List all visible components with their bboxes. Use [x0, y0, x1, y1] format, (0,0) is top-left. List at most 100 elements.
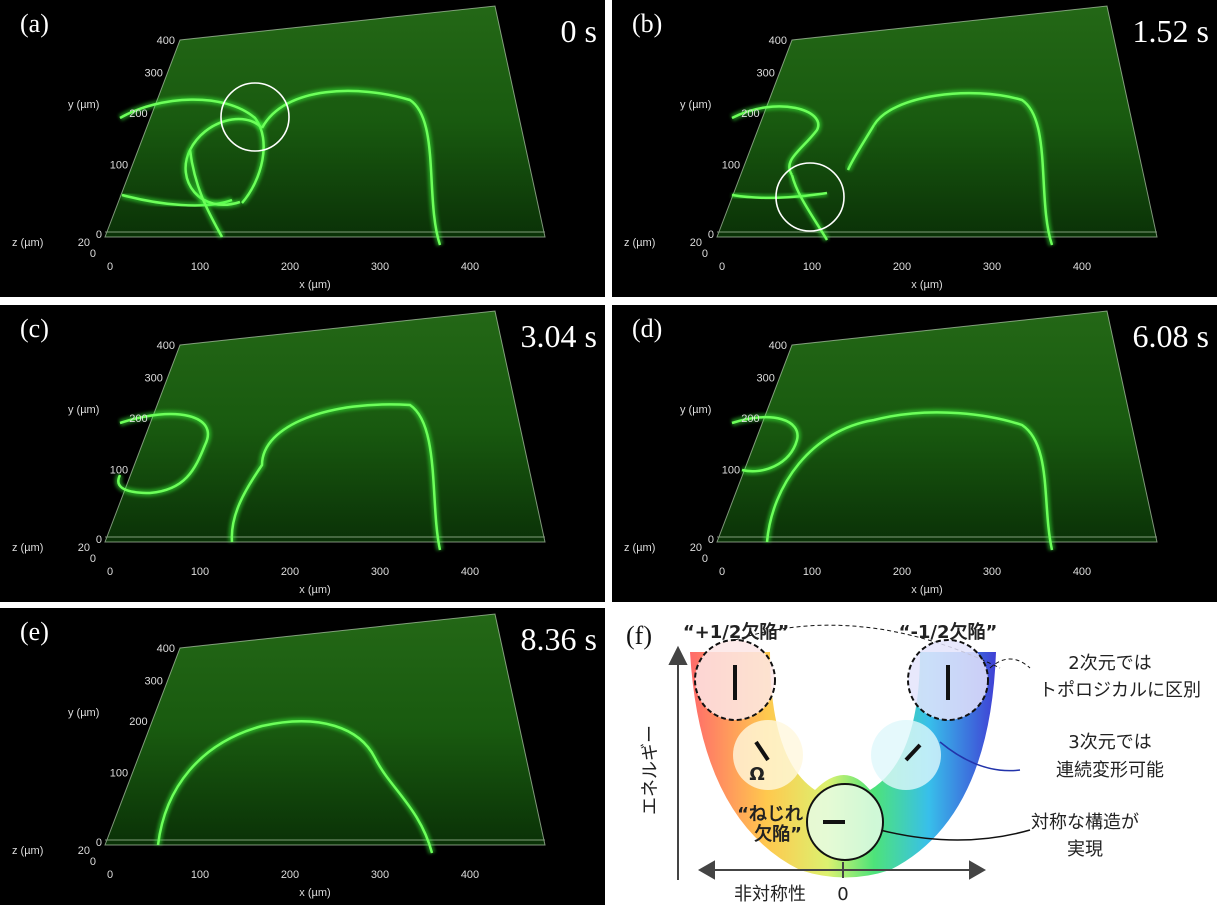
y-tick-label: 400: [157, 340, 175, 352]
time-label: 0 s: [561, 13, 597, 49]
x-tick-label: 400: [461, 261, 479, 273]
diagram: (f) “+1/2欠陥” “-1/2欠陥” 2次元では トポロジカルに区別 3次…: [626, 621, 1201, 905]
note: 対称な構造が: [1031, 812, 1139, 833]
defect-label: “ねじれ: [737, 804, 803, 825]
x-tick-label: 400: [1073, 566, 1091, 578]
y-tick-label: 300: [756, 372, 774, 384]
y-tick-label: 200: [129, 413, 147, 425]
omega: Ω: [749, 764, 764, 785]
link-dashed: [990, 659, 1030, 668]
x-tick-label: 200: [281, 869, 299, 881]
y-tick-label: 0: [96, 837, 102, 849]
y-tick-label: 200: [129, 108, 147, 120]
defect-label: “-1/2欠陥”: [899, 621, 998, 643]
y-tick-label: 200: [741, 108, 759, 120]
x-tick-label: 100: [191, 261, 209, 273]
x-tick-label: 100: [191, 566, 209, 578]
note: 実現: [1067, 839, 1103, 860]
x-tick-label: 300: [371, 566, 389, 578]
x-tick-label: 0: [719, 566, 725, 578]
z-tick-label: 0: [702, 248, 708, 260]
x-tick-label: 0: [107, 261, 113, 273]
z-tick-label: 20: [78, 237, 90, 249]
x-axis-label: x (µm): [299, 279, 330, 291]
time-label: 6.08 s: [1133, 318, 1209, 354]
note: トポロジカルに区別: [1039, 680, 1201, 701]
x-axis-label: x (µm): [911, 279, 942, 291]
time-label: 8.36 s: [521, 621, 597, 657]
x-tick-label: 400: [461, 566, 479, 578]
y-axis-label: y (µm): [68, 99, 99, 111]
y-axis-label: y (µm): [68, 707, 99, 719]
x-tick-label: 300: [371, 869, 389, 881]
x-tick-label: 300: [983, 261, 1001, 273]
figure: 40030020010002000100200300400y (µm)z (µm…: [0, 0, 1229, 909]
x-tick-label: 400: [461, 869, 479, 881]
panel-label: (d): [632, 314, 662, 343]
panel-label: (a): [20, 9, 49, 38]
x-tick-label: 0: [107, 566, 113, 578]
y-tick-label: 300: [144, 67, 162, 79]
y-tick-label: 100: [110, 768, 128, 780]
y-tick-label: 100: [110, 160, 128, 172]
y-tick-label: 400: [157, 35, 175, 47]
defect-circle: [733, 720, 803, 790]
panel-label: (f): [626, 621, 652, 650]
micrograph-panel: 40030020010002000100200300400y (µm)z (µm…: [0, 0, 605, 297]
x-tick-label: 100: [803, 566, 821, 578]
x-axis-label: x (µm): [299, 887, 330, 899]
x-tick-label: 200: [893, 261, 911, 273]
z-axis-label: z (µm): [12, 845, 43, 857]
y-tick-label: 300: [144, 675, 162, 687]
x-tick-label: 200: [281, 261, 299, 273]
z-axis-label: z (µm): [12, 237, 43, 249]
z-tick-label: 0: [90, 553, 96, 565]
y-tick-label: 100: [722, 160, 740, 172]
y-tick-label: 300: [756, 67, 774, 79]
y-tick-label: 400: [769, 35, 787, 47]
y-axis-label: y (µm): [680, 404, 711, 416]
z-tick-label: 20: [690, 542, 702, 554]
x-tick-label: 100: [191, 869, 209, 881]
defect-circle: [871, 720, 941, 790]
y-tick-label: 200: [741, 413, 759, 425]
y-tick-label: 0: [96, 229, 102, 241]
x-tick-label: 300: [983, 566, 1001, 578]
x-tick-label: 0: [107, 869, 113, 881]
panel-label: (e): [20, 617, 49, 646]
panel-label: (b): [632, 9, 662, 38]
note: 3次元では: [1068, 732, 1151, 753]
z-tick-label: 0: [702, 553, 708, 565]
z-axis-label: z (µm): [624, 542, 655, 554]
x-origin: 0: [837, 884, 848, 905]
y-tick-label: 300: [144, 372, 162, 384]
z-axis-label: z (µm): [12, 542, 43, 554]
panel-label: (c): [20, 314, 49, 343]
x-axis-label: x (µm): [299, 584, 330, 596]
x-tick-label: 200: [893, 566, 911, 578]
y-axis-label: y (µm): [680, 99, 711, 111]
y-tick-label: 400: [157, 643, 175, 655]
z-tick-label: 20: [78, 845, 90, 857]
z-tick-label: 20: [78, 542, 90, 554]
y-tick-label: 0: [708, 534, 714, 546]
y-tick-label: 0: [96, 534, 102, 546]
micrograph-panel: 40030020010002000100200300400y (µm)z (µm…: [612, 0, 1217, 297]
x-tick-label: 400: [1073, 261, 1091, 273]
note: 連続変形可能: [1056, 760, 1164, 781]
y-tick-label: 100: [110, 465, 128, 477]
note: 2次元では: [1068, 653, 1151, 674]
time-label: 3.04 s: [521, 318, 597, 354]
time-label: 1.52 s: [1133, 13, 1209, 49]
x-tick-label: 300: [371, 261, 389, 273]
y-tick-label: 200: [129, 716, 147, 728]
x-tick-label: 100: [803, 261, 821, 273]
defect-label: “+1/2欠陥”: [683, 621, 789, 643]
x-tick-label: 200: [281, 566, 299, 578]
z-tick-label: 0: [90, 856, 96, 868]
x-tick-label: 0: [719, 261, 725, 273]
y-tick-label: 100: [722, 465, 740, 477]
y-tick-label: 0: [708, 229, 714, 241]
